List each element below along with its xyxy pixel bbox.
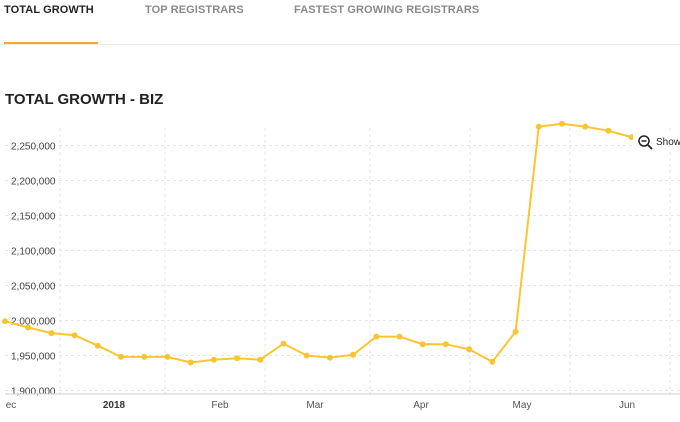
data-point[interactable]	[419, 341, 426, 348]
data-point[interactable]	[71, 332, 78, 339]
data-point[interactable]	[303, 352, 310, 359]
show-control-background	[633, 132, 680, 152]
data-point[interactable]	[442, 341, 449, 348]
data-point[interactable]	[25, 324, 32, 331]
show-label: Show	[656, 137, 680, 148]
x-tick-label: Mar	[306, 400, 324, 411]
data-point[interactable]	[489, 358, 496, 365]
x-tick-label: Feb	[211, 400, 229, 411]
tab-top-registrars[interactable]: TOP REGISTRARS	[145, 4, 244, 16]
data-point[interactable]	[48, 330, 55, 337]
y-tick-label: 2,100,000	[11, 247, 56, 258]
data-point[interactable]	[396, 333, 403, 340]
chart-section-title: TOTAL GROWTH - BIZ	[5, 91, 164, 108]
data-point[interactable]	[535, 123, 542, 130]
data-point[interactable]	[118, 353, 124, 360]
tab-total-growth[interactable]: TOTAL GROWTH	[4, 4, 94, 16]
data-point[interactable]	[164, 353, 171, 360]
x-tick-label: Jun	[619, 400, 635, 411]
x-tick-label: 2018	[103, 400, 126, 411]
data-point[interactable]	[257, 356, 264, 363]
zoom-out-icon	[638, 135, 653, 150]
active-tab-indicator	[4, 42, 98, 44]
y-tick-label: 2,150,000	[11, 212, 56, 223]
x-tick-label: Apr	[413, 400, 429, 411]
y-tick-label: 1,950,000	[11, 352, 56, 363]
data-point[interactable]	[326, 354, 333, 361]
show-zoom-control[interactable]: Show	[633, 132, 680, 152]
data-point[interactable]	[512, 328, 519, 335]
data-point[interactable]	[141, 353, 148, 360]
data-point[interactable]	[605, 127, 612, 134]
tab-bar: TOTAL GROWTH TOP REGISTRARS FASTEST GROW…	[0, 0, 680, 45]
tab-fastest-growing-registrars[interactable]: FASTEST GROWING REGISTRARS	[294, 4, 480, 16]
x-tick-label: May	[513, 400, 532, 411]
data-point[interactable]	[280, 340, 287, 347]
y-tick-label: 2,250,000	[11, 142, 56, 153]
data-point[interactable]	[582, 123, 589, 130]
y-tick-label: 2,200,000	[11, 177, 56, 188]
data-point[interactable]	[234, 355, 241, 362]
y-tick-label: 2,000,000	[11, 317, 56, 328]
y-tick-label: 2,050,000	[11, 282, 56, 293]
data-point[interactable]	[2, 318, 8, 325]
data-point[interactable]	[187, 359, 194, 366]
data-point[interactable]	[350, 351, 357, 358]
data-point[interactable]	[466, 346, 473, 353]
data-point[interactable]	[210, 356, 217, 363]
series-line	[4, 122, 679, 364]
data-point[interactable]	[559, 120, 565, 127]
data-point[interactable]	[373, 333, 380, 340]
y-tick-label: 1,900,000	[11, 387, 56, 398]
data-point[interactable]	[94, 342, 101, 349]
x-tick-label: ec	[6, 400, 17, 411]
